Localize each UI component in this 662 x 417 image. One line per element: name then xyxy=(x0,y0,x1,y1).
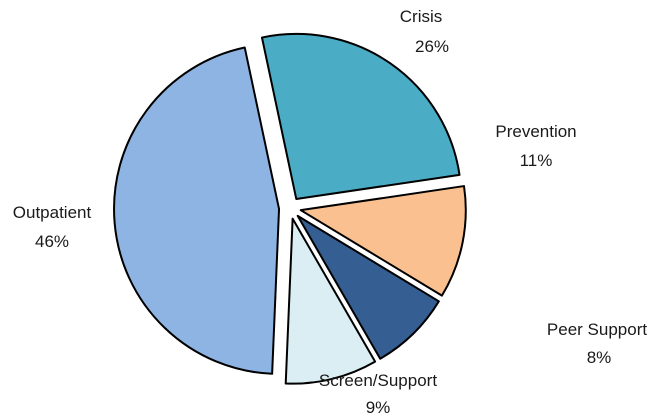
label-crisis-percent: 26% xyxy=(415,37,449,56)
label-screen-support-name: Screen/Support xyxy=(319,371,437,390)
label-prevention-name: Prevention xyxy=(495,122,576,141)
label-screen-support-percent: 9% xyxy=(366,398,391,417)
pie-slice-outpatient xyxy=(114,48,279,374)
label-outpatient-name: Outpatient xyxy=(13,203,92,222)
pie-slice-crisis xyxy=(262,34,460,199)
label-peer-support-percent: 8% xyxy=(587,348,612,367)
label-prevention-percent: 11% xyxy=(520,151,553,170)
label-outpatient-percent: 46% xyxy=(35,232,69,251)
label-peer-support-name: Peer Support xyxy=(547,320,647,339)
pie-slices xyxy=(114,34,466,384)
label-crisis-name: Crisis xyxy=(400,7,443,26)
